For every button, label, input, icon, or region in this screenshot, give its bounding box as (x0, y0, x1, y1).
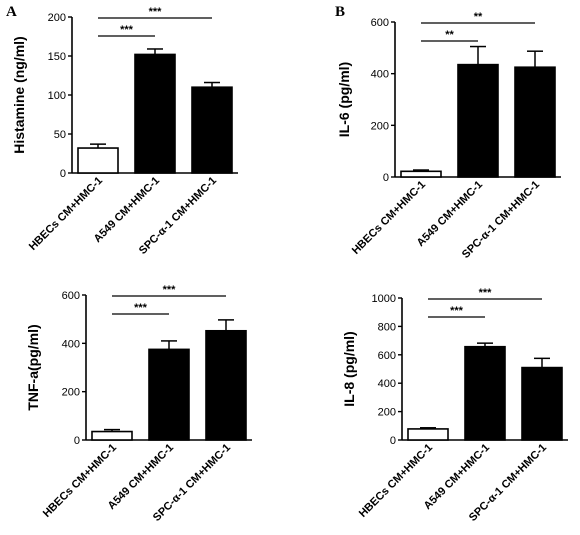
panel1-significance-label: *** (149, 6, 163, 18)
panel1-bar (77, 147, 119, 174)
panel2-bar (400, 170, 442, 178)
panel4-x-tick-label: HBECs CM+HMC-1 (357, 442, 435, 520)
panel4-y-tick-label: 200 (378, 407, 396, 419)
panel1-y-tick-label: 200 (48, 12, 66, 24)
panel1-y-axis-title: Histamine (ng/ml) (11, 36, 27, 153)
panel4-y-tick-label: 400 (378, 378, 396, 390)
panel4-y-tick-label: 600 (378, 350, 396, 362)
panel2-y-tick-label: 400 (371, 69, 389, 81)
panel4-significance-label: *** (450, 305, 464, 317)
panel2-y-tick-label: 600 (371, 17, 389, 29)
panel3-significance-label: *** (134, 302, 148, 314)
panel3-significance-label: *** (163, 284, 177, 296)
panel2-y-axis-title: IL-6 (pg/ml) (336, 62, 352, 137)
panel1-y-tick-label: 50 (54, 129, 66, 141)
panel1-y-tick-label: 150 (48, 51, 66, 63)
panel4-bar (407, 428, 449, 441)
panel4-y-axis-title: IL-8 (pg/ml) (341, 331, 357, 406)
panel4-y-tick-label: 1000 (372, 293, 396, 305)
panel-label-a: A (6, 4, 17, 20)
panel2-bar (514, 66, 556, 178)
panel1-bar (134, 53, 176, 174)
panel4-y-tick-label: 0 (390, 435, 396, 447)
panel1-bar (191, 86, 233, 174)
panel4-significance-label: *** (479, 287, 493, 299)
panel2-significance-label: ** (474, 11, 483, 23)
panel1-significance-label: *** (120, 24, 134, 36)
panel3-bar (205, 329, 247, 441)
panel2-y-tick-label: 0 (383, 172, 389, 184)
panel4-bar (521, 366, 563, 441)
panel2-bar (457, 63, 499, 178)
panel2-x-tick-label: HBECs CM+HMC-1 (350, 179, 428, 257)
panel3-y-tick-label: 200 (62, 387, 80, 399)
panel1-y-tick-label: 0 (60, 168, 66, 180)
panel4-y-tick-label: 800 (378, 321, 396, 333)
panel3-x-tick-label: HBECs CM+HMC-1 (41, 442, 119, 520)
panel3-y-tick-label: 0 (74, 435, 80, 447)
panel1-y-tick-label: 100 (48, 90, 66, 102)
panel2-y-tick-label: 200 (371, 120, 389, 132)
panel-label-b: B (335, 4, 346, 20)
panel3-y-tick-label: 600 (62, 290, 80, 302)
panel3-y-axis-title: TNF-a(pg/ml) (25, 324, 41, 410)
panel2-significance-label: ** (445, 29, 454, 41)
panel4-bar (464, 345, 506, 441)
panel1-x-tick-label: HBECs CM+HMC-1 (27, 175, 105, 253)
panel3-bar (148, 348, 190, 441)
panel3-y-tick-label: 400 (62, 338, 80, 350)
panel3-bar (91, 430, 133, 441)
